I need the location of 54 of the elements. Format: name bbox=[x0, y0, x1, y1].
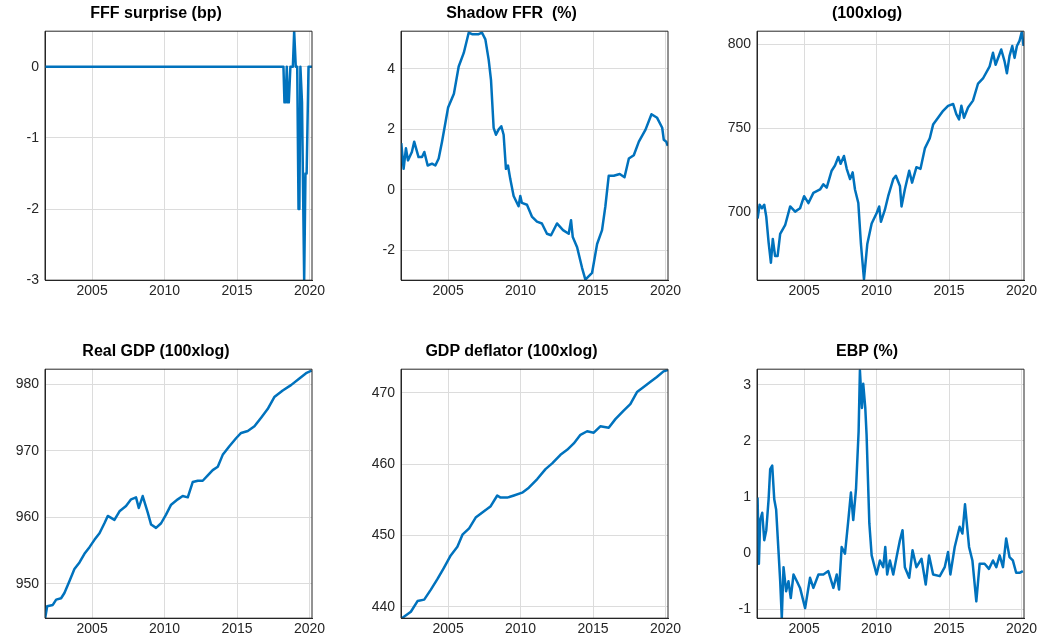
x-tick-label: 2010 bbox=[505, 620, 537, 637]
x-tick-label: 2010 bbox=[149, 620, 181, 637]
x-tick-label: 2010 bbox=[149, 282, 181, 299]
y-tick-label: -1 bbox=[738, 600, 752, 617]
y-tick-label: 970 bbox=[15, 441, 40, 458]
x-tick-label: 2005 bbox=[76, 282, 108, 299]
x-tick-label: 2005 bbox=[788, 620, 820, 637]
x-tick-label: 2005 bbox=[432, 282, 464, 299]
x-tick-label: 2010 bbox=[861, 620, 893, 637]
x-tick-label: 2015 bbox=[577, 620, 609, 637]
y-tick-label: 960 bbox=[15, 508, 40, 525]
y-tick-label: 2 bbox=[743, 431, 752, 448]
y-tick-label: 0 bbox=[31, 57, 40, 74]
y-tick-label: 2 bbox=[387, 120, 396, 137]
y-tick-label: 700 bbox=[727, 203, 752, 220]
x-tick-label: 2015 bbox=[577, 282, 609, 299]
chart-title: GDP deflator (100xlog) bbox=[425, 342, 598, 360]
y-tick-label: 0 bbox=[743, 544, 752, 561]
x-tick-label: 2015 bbox=[933, 282, 965, 299]
y-tick-label: 1 bbox=[743, 487, 752, 504]
x-tick-label: 2020 bbox=[1005, 282, 1038, 299]
chart-title: Real GDP (100xlog) bbox=[82, 342, 230, 360]
y-tick-label: 450 bbox=[371, 526, 396, 543]
y-tick-label: 470 bbox=[371, 383, 396, 400]
x-tick-label: 2020 bbox=[1005, 620, 1038, 637]
x-tick-label: 2010 bbox=[505, 282, 537, 299]
x-tick-label: 2020 bbox=[293, 282, 326, 299]
chart-title: FFF surprise (bp) bbox=[90, 4, 222, 22]
chart-title: (100xlog) bbox=[831, 4, 903, 22]
x-tick-label: 2010 bbox=[861, 282, 893, 299]
y-tick-label: 440 bbox=[371, 597, 396, 614]
x-tick-label: 2015 bbox=[221, 620, 253, 637]
x-tick-label: 2015 bbox=[221, 282, 253, 299]
y-tick-label: 4 bbox=[387, 59, 396, 76]
y-tick-label: 950 bbox=[15, 574, 40, 591]
x-tick-label: 2020 bbox=[649, 282, 682, 299]
x-tick-label: 2020 bbox=[649, 620, 682, 637]
y-tick-label: 3 bbox=[743, 375, 752, 392]
x-tick-label: 2020 bbox=[293, 620, 326, 637]
chart-title: Shadow FFR (%) bbox=[446, 4, 577, 22]
y-tick-label: 0 bbox=[387, 180, 396, 197]
x-tick-label: 2005 bbox=[76, 620, 108, 637]
x-tick-label: 2005 bbox=[788, 282, 820, 299]
y-tick-label: 750 bbox=[727, 119, 752, 136]
y-tick-label: 800 bbox=[727, 35, 752, 52]
chart-title: EBP (%) bbox=[836, 342, 898, 360]
y-tick-label: -2 bbox=[26, 199, 40, 216]
y-tick-label: -1 bbox=[26, 128, 40, 145]
x-tick-label: 2005 bbox=[432, 620, 464, 637]
y-tick-label: -2 bbox=[382, 240, 396, 257]
y-tick-label: 460 bbox=[371, 454, 396, 471]
y-tick-label: -3 bbox=[26, 271, 40, 288]
x-tick-label: 2015 bbox=[933, 620, 965, 637]
y-tick-label: 980 bbox=[15, 375, 40, 392]
